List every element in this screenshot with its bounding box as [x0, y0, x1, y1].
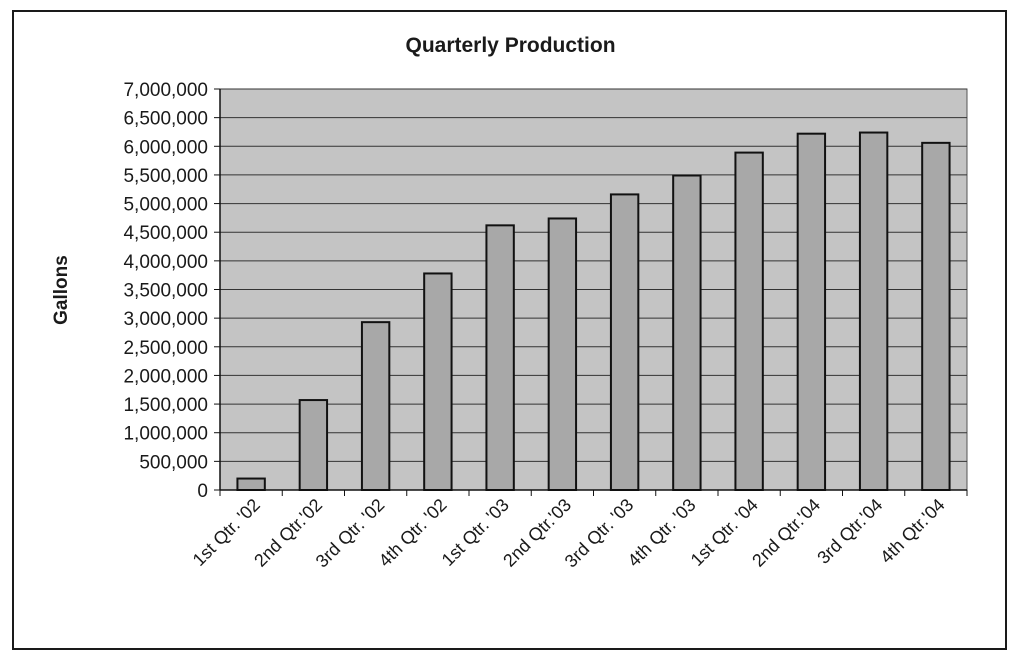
y-tick-label: 3,500,000	[123, 281, 208, 302]
y-tick-label: 2,500,000	[123, 338, 208, 359]
y-tick-label: 5,000,000	[123, 195, 208, 216]
y-tick-label: 3,000,000	[123, 309, 208, 330]
chart-title: Quarterly Production	[405, 34, 616, 57]
x-tick-label: 4th Qtr.'04	[876, 495, 948, 567]
y-tick-label: 6,000,000	[123, 137, 208, 158]
bar	[298, 399, 329, 491]
grid-lines	[220, 88, 967, 462]
x-tick-label: 3rd Qtr.'04	[813, 495, 886, 568]
bar	[734, 151, 764, 492]
y-tick-label: 0	[197, 481, 208, 502]
bar	[360, 321, 391, 491]
bar	[609, 193, 640, 492]
bar	[423, 272, 453, 491]
y-tick-labels: 0 500,000 1,000,000 1,500,000 2,000,000 2,500…	[123, 80, 208, 502]
y-tick-label: 6,500,000	[123, 109, 208, 130]
bar	[547, 217, 578, 491]
y-tick-label: 1,500,000	[123, 395, 208, 416]
y-tick-label: 500,000	[139, 452, 208, 473]
y-tick-label: 2,000,000	[123, 366, 208, 387]
x-tick-label: 4th Qtr. '02	[375, 495, 451, 571]
y-tick-label: 5,500,000	[123, 166, 208, 187]
y-tick-label: 4,500,000	[123, 223, 208, 244]
bar	[796, 132, 827, 491]
y-tick-label: 4,000,000	[123, 252, 208, 273]
bar	[858, 131, 889, 491]
bar	[672, 174, 702, 491]
x-tick-label: 4th Qtr. '03	[624, 495, 700, 571]
bar	[485, 224, 515, 491]
y-tick-label: 7,000,000	[123, 80, 208, 101]
y-tick-label: 1,000,000	[123, 424, 208, 445]
x-tick-label: 2nd Qtr.'04	[748, 495, 824, 571]
bar	[236, 477, 266, 491]
bar	[921, 141, 951, 491]
axes	[214, 88, 968, 496]
